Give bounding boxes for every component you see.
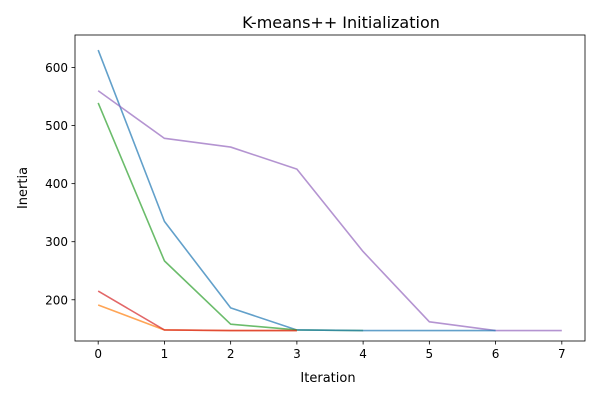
y-tick-label: 500	[45, 119, 68, 133]
series-line-1	[97, 49, 298, 331]
x-axis-label: Iteration	[300, 371, 355, 386]
series-line-4	[97, 290, 297, 332]
x-axis-ticks: 0 1 2 3 4 5 6 7	[94, 341, 566, 361]
y-tick-label: 300	[45, 235, 68, 249]
plot-frame	[74, 34, 586, 342]
series-line-6	[296, 329, 496, 332]
x-tick-label: 6	[492, 347, 500, 361]
y-tick-label: 400	[45, 177, 68, 191]
x-tick-label: 1	[161, 347, 169, 361]
chart-title: K-means++ Initialization	[242, 13, 440, 32]
y-tick-label: 600	[45, 61, 68, 75]
x-tick-label: 0	[94, 347, 102, 361]
series-line-3	[97, 102, 364, 332]
y-tick-label: 200	[45, 293, 68, 307]
x-tick-label: 7	[558, 347, 566, 361]
series-layer	[97, 49, 562, 332]
x-tick-label: 4	[359, 347, 367, 361]
series-line-5	[97, 90, 562, 332]
y-axis-label: Inertia	[16, 167, 31, 209]
x-tick-label: 2	[227, 347, 235, 361]
y-axis-ticks: 200 300 400 500 600	[45, 61, 75, 307]
x-tick-label: 3	[293, 347, 301, 361]
x-tick-label: 5	[426, 347, 434, 361]
